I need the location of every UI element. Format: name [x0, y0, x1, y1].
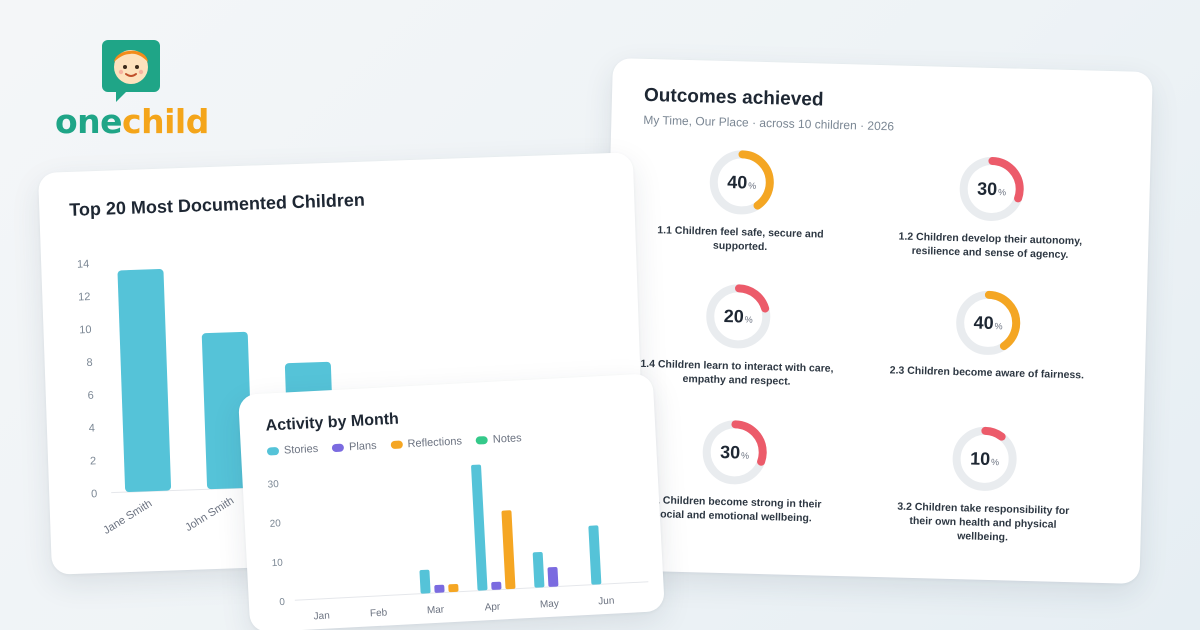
outcome-item: 30% 1.2 Children develop their autonomy, r… [880, 153, 1103, 263]
percent-value: 30 [976, 178, 998, 200]
bar [491, 581, 502, 590]
outcome-item: 10% 3.2 Children take responsibility for t… [872, 423, 1095, 547]
bar [471, 464, 488, 591]
ring-progress [959, 156, 1024, 221]
bar [419, 569, 431, 594]
bar [588, 525, 602, 585]
ring-progress [952, 426, 1017, 491]
brand-name-one: one [55, 102, 123, 141]
y-tick-label: 8 [86, 357, 93, 369]
outcome-item: 30% 3.1 Children become strong in their so… [623, 416, 846, 526]
y-tick-label: 0 [91, 488, 98, 500]
y-tick-label: 2 [90, 455, 97, 467]
brand-name-child: child [122, 102, 209, 141]
y-tick-label: 6 [87, 390, 94, 402]
ring-progress [702, 420, 767, 485]
percent-sign: % [994, 321, 1003, 332]
percent-value: 20 [723, 305, 745, 327]
percent-sign: % [990, 457, 1000, 468]
outcome-item: 40% 1.1 Children feel safe, secure and sup… [630, 147, 853, 257]
ring-progress [709, 150, 774, 215]
percent-value: 40 [973, 312, 994, 334]
y-tick-label: 20 [269, 518, 281, 530]
outcome-description: 1.4 Children learn to interact with care… [626, 356, 847, 390]
bar [434, 584, 445, 593]
outcome-description: 1.1 Children feel safe, secure and suppor… [630, 223, 851, 257]
y-tick-label: 12 [78, 291, 91, 303]
ring-svg [956, 290, 1021, 355]
outcome-progress-ring: 30% [701, 418, 769, 486]
y-tick-label: 10 [271, 558, 283, 570]
percent-sign: % [748, 180, 757, 191]
ring-percent-label: 30% [958, 155, 1026, 223]
outcome-item: 20% 1.4 Children learn to interact with c… [626, 280, 849, 390]
ring-percent-label: 40% [954, 289, 1022, 357]
y-tick-label: 30 [267, 479, 279, 491]
outcome-progress-ring: 40% [708, 149, 776, 217]
outcome-description: 1.2 Children develop their autonomy, resi… [880, 229, 1101, 263]
ring-progress [956, 290, 1021, 355]
percent-value: 40 [726, 172, 748, 193]
x-tick-label: May [540, 599, 559, 611]
x-tick-label: Feb [370, 607, 388, 619]
x-tick-label: Jane Smith [101, 498, 154, 537]
brand-wordmark: onechild [55, 102, 209, 141]
percent-value: 10 [969, 448, 991, 470]
bar [501, 510, 516, 590]
x-axis-line [294, 581, 649, 601]
ring-percent-label: 10% [951, 425, 1019, 493]
outcome-description: 3.2 Children take responsibility for thei… [872, 499, 1093, 547]
ring-svg [952, 426, 1017, 491]
outcome-item: 40% 2.3 Children become aware of fairness… [877, 287, 1099, 383]
outcome-progress-ring: 30% [958, 155, 1026, 223]
y-tick-label: 0 [279, 597, 286, 608]
ring-svg [702, 420, 767, 485]
bar [532, 551, 545, 588]
x-tick-label: Mar [427, 604, 445, 616]
ring-percent-label: 40% [708, 149, 776, 217]
outcomes-subtitle: My Time, Our Place · across 10 children … [643, 112, 895, 134]
x-tick-label: Apr [484, 602, 501, 614]
ring-percent-label: 30% [701, 418, 769, 486]
percent-value: 30 [719, 441, 741, 463]
x-tick-label: John Smith [183, 495, 236, 534]
outcome-grid: 40% 1.1 Children feel safe, secure and sup… [613, 58, 1153, 544]
outcome-progress-ring: 20% [704, 283, 772, 351]
ring-progress [706, 284, 771, 349]
outcomes-title: Outcomes achieved [643, 84, 824, 111]
x-tick-label: Jun [598, 596, 615, 608]
ring-svg [709, 150, 774, 215]
ring-svg [706, 284, 771, 349]
outcome-description: 2.3 Children become aware of fairness. [877, 363, 1097, 383]
percent-sign: % [741, 450, 750, 461]
y-tick-label: 14 [77, 258, 90, 270]
percent-sign: % [744, 314, 753, 325]
activity-card: Activity by Month Stories Plans Reflection… [238, 373, 665, 630]
outcome-progress-ring: 10% [951, 425, 1019, 493]
percent-sign: % [997, 187, 1007, 198]
x-tick-label: Jan [313, 611, 330, 623]
activity-chart: 0 10 20 30 Jan Feb Mar Apr May Jun [267, 464, 649, 623]
ring-percent-label: 20% [704, 283, 772, 351]
bar [547, 566, 559, 587]
ring-svg [959, 156, 1024, 221]
bar [117, 269, 172, 493]
y-tick-label: 4 [89, 422, 96, 434]
outcomes-card: Outcomes achieved My Time, Our Place · a… [599, 58, 1153, 584]
child-face-chat-icon [102, 40, 160, 102]
bar [448, 583, 459, 593]
y-tick-label: 10 [79, 324, 92, 336]
outcome-description-line: 2.3 Children become aware of fairness. [889, 364, 1085, 382]
outcome-progress-ring: 40% [954, 289, 1022, 357]
